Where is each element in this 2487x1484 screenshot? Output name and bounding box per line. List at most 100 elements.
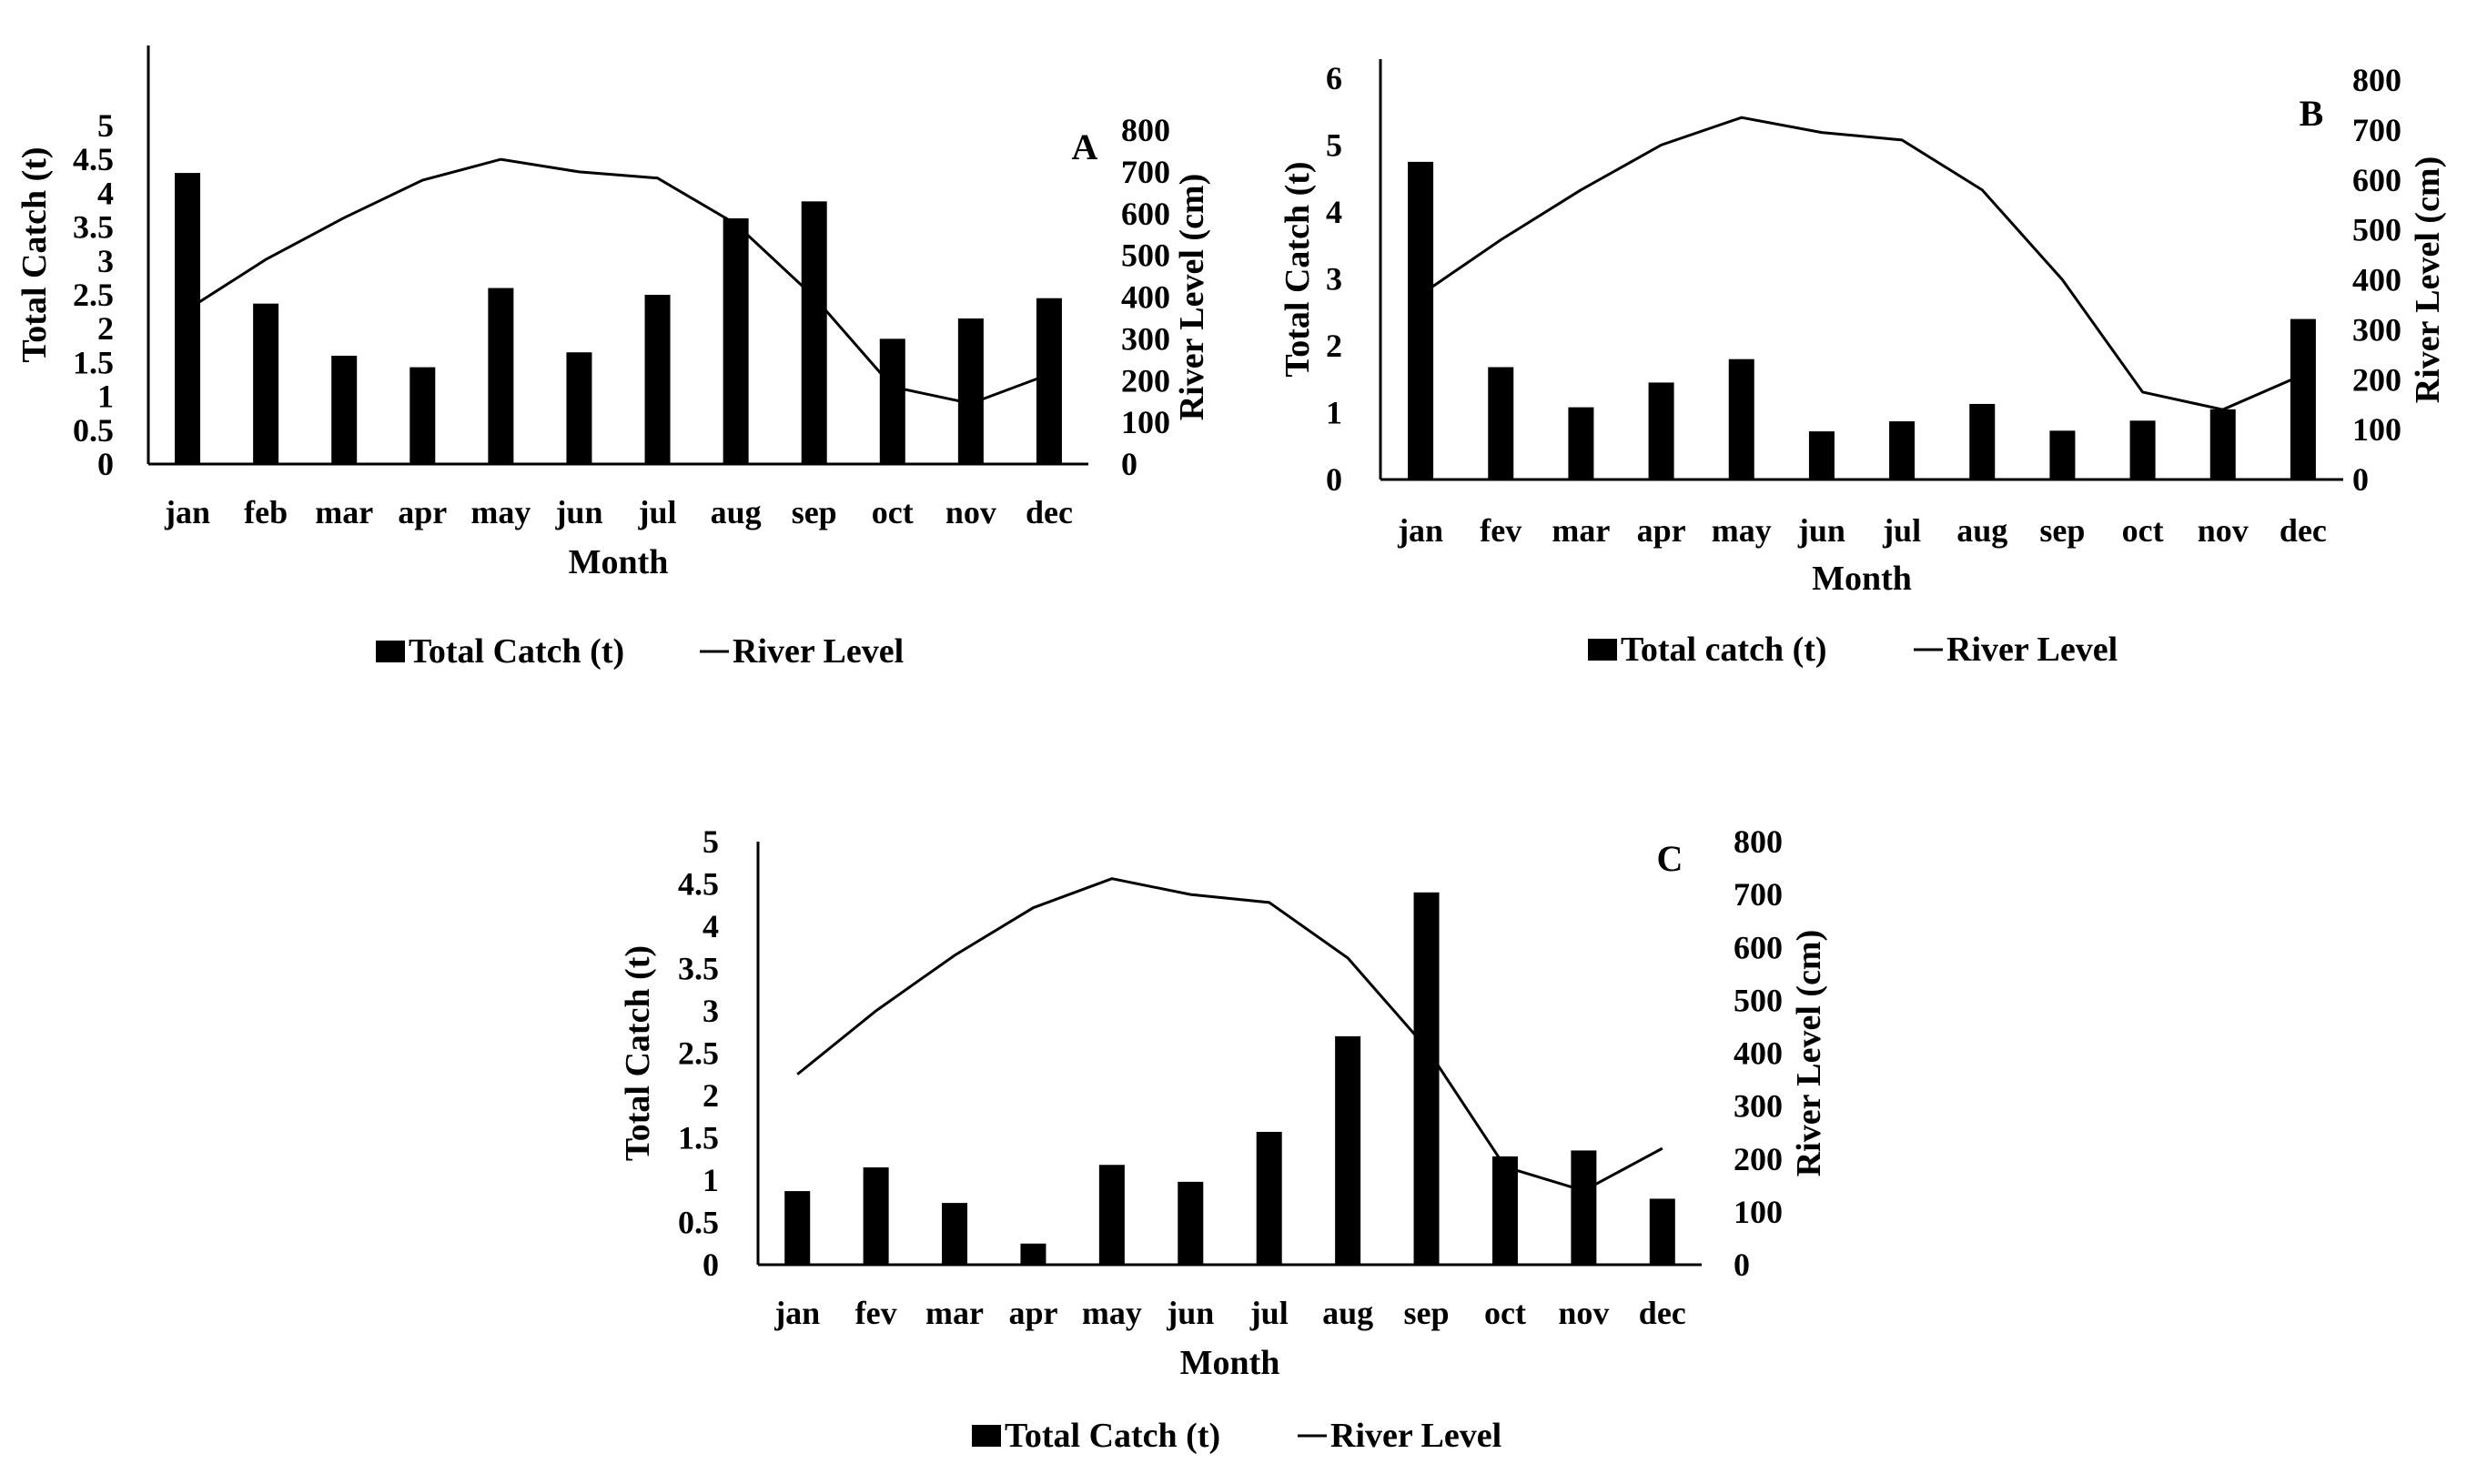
y2-tick-label: 200 bbox=[1121, 362, 1170, 399]
y2-tick-label: 800 bbox=[2352, 62, 2401, 98]
y2-tick-label: 300 bbox=[2352, 311, 2401, 348]
x-tick-label: apr bbox=[1008, 1295, 1057, 1331]
x-tick-label: jan bbox=[164, 494, 210, 530]
y-tick-label: 1.5 bbox=[73, 344, 114, 380]
y-tick-label: 2.5 bbox=[73, 277, 114, 313]
y-tick-label: 2 bbox=[97, 310, 114, 347]
y2-axis-title: River Level (cm) bbox=[2409, 156, 2447, 404]
y-axis-title: Total Catch (t) bbox=[15, 146, 54, 362]
y2-tick-label: 600 bbox=[1734, 929, 1783, 965]
y2-tick-label: 600 bbox=[2352, 162, 2401, 198]
x-tick-label: aug bbox=[1322, 1295, 1373, 1331]
x-tick-label: oct bbox=[1484, 1295, 1526, 1331]
x-tick-label: nov bbox=[2198, 512, 2249, 549]
y-tick-label: 2.5 bbox=[678, 1035, 719, 1072]
bar bbox=[1413, 892, 1440, 1265]
y2-tick-label: 600 bbox=[1121, 196, 1170, 232]
legend-label: River Level bbox=[733, 632, 904, 671]
x-tick-label: jan bbox=[773, 1295, 820, 1331]
bar bbox=[253, 303, 279, 464]
bar bbox=[1491, 1156, 1518, 1265]
x-tick-label: dec bbox=[2280, 512, 2327, 549]
x-tick-label: oct bbox=[2122, 512, 2164, 549]
legend-label: River Level bbox=[1330, 1417, 1501, 1455]
y2-tick-label: 300 bbox=[1734, 1088, 1783, 1125]
x-tick-label: aug bbox=[711, 494, 762, 530]
y-tick-label: 3 bbox=[1326, 261, 1342, 298]
x-tick-label: nov bbox=[1558, 1295, 1609, 1331]
x-tick-label: mar bbox=[925, 1295, 984, 1331]
y-tick-label: 0 bbox=[97, 446, 114, 482]
bar bbox=[863, 1167, 889, 1265]
bar bbox=[409, 367, 436, 464]
y2-tick-label: 700 bbox=[2352, 112, 2401, 148]
bar bbox=[2290, 318, 2316, 480]
bar bbox=[723, 217, 749, 465]
y2-axis-title: River Level (cm) bbox=[1173, 174, 1211, 421]
legend: Total Catch (t) River Level bbox=[376, 632, 904, 671]
y-tick-label: 5 bbox=[97, 107, 114, 144]
bar bbox=[1098, 1165, 1125, 1265]
x-tick-label: sep bbox=[792, 494, 837, 530]
bar bbox=[1568, 407, 1594, 480]
bar bbox=[1728, 358, 1754, 480]
legend-bar-swatch bbox=[972, 1425, 1001, 1447]
y-tick-label: 0 bbox=[1326, 461, 1342, 498]
x-tick-label: jul bbox=[638, 494, 677, 530]
y2-tick-label: 100 bbox=[2352, 411, 2401, 448]
y2-tick-label: 800 bbox=[1734, 823, 1783, 860]
y-tick-label: 0.5 bbox=[678, 1205, 719, 1241]
river-level-line bbox=[1420, 116, 2304, 411]
y2-tick-label: 500 bbox=[2352, 212, 2401, 248]
x-tick-label: sep bbox=[1404, 1295, 1450, 1331]
legend-label: Total Catch (t) bbox=[1005, 1417, 1220, 1455]
y-tick-label: 1.5 bbox=[678, 1120, 719, 1156]
y-tick-label: 2 bbox=[703, 1077, 719, 1114]
x-tick-label: sep bbox=[2039, 512, 2085, 549]
y2-tick-label: 200 bbox=[2352, 361, 2401, 398]
bar bbox=[1889, 421, 1916, 480]
bar bbox=[879, 338, 905, 464]
bar bbox=[1571, 1150, 1597, 1265]
legend-bar-swatch bbox=[376, 641, 405, 662]
y2-tick-label: 700 bbox=[1734, 876, 1783, 913]
chart-panel-c: 0 0.5 1 1.5 2 2.5 3 3.5 4 4.5 5 0 100 200 300 400 500 600… bbox=[619, 823, 1828, 1455]
bar bbox=[1488, 367, 1514, 480]
y2-tick-label: 100 bbox=[1734, 1194, 1783, 1230]
y2-tick-label: 400 bbox=[1734, 1035, 1783, 1072]
bar bbox=[1178, 1181, 1204, 1265]
x-tick-label: jun bbox=[554, 494, 602, 530]
x-tick-label: mar bbox=[1552, 512, 1610, 549]
y2-tick-label: 700 bbox=[1121, 154, 1170, 190]
y-tick-label: 1 bbox=[703, 1162, 719, 1198]
y2-axis-title: River Level (cm) bbox=[1790, 930, 1828, 1177]
y-tick-label: 1 bbox=[1326, 395, 1342, 431]
x-tick-label: jun bbox=[1166, 1295, 1214, 1331]
x-tick-label: apr bbox=[398, 494, 447, 530]
bar bbox=[1649, 1198, 1675, 1265]
y2-tick-label: 0 bbox=[2352, 461, 2369, 498]
x-tick-label: mar bbox=[315, 494, 373, 530]
bar bbox=[2129, 420, 2156, 480]
legend: Total Catch (t) River Level bbox=[972, 1417, 1501, 1455]
legend-label: Total catch (t) bbox=[1621, 631, 1827, 669]
x-tick-label: jul bbox=[1249, 1295, 1289, 1331]
bar bbox=[1335, 1035, 1361, 1265]
y2-tick-label: 400 bbox=[1121, 279, 1170, 316]
y2-tick-label: 100 bbox=[1121, 404, 1170, 440]
x-tick-label: jul bbox=[1882, 512, 1921, 549]
y-tick-label: 0.5 bbox=[73, 412, 114, 449]
y-tick-label: 4 bbox=[97, 175, 114, 211]
legend-bar-swatch bbox=[1588, 639, 1617, 661]
y-tick-label: 4 bbox=[1326, 194, 1342, 230]
y2-tick-label: 500 bbox=[1121, 237, 1170, 274]
bar bbox=[331, 355, 358, 464]
bar bbox=[2209, 409, 2236, 480]
x-tick-label: fev bbox=[855, 1295, 897, 1331]
bar bbox=[175, 173, 201, 464]
x-tick-label: feb bbox=[244, 494, 288, 530]
panel-label: B bbox=[2300, 93, 2324, 134]
x-tick-label: apr bbox=[1637, 512, 1686, 549]
x-tick-label: oct bbox=[872, 494, 914, 530]
